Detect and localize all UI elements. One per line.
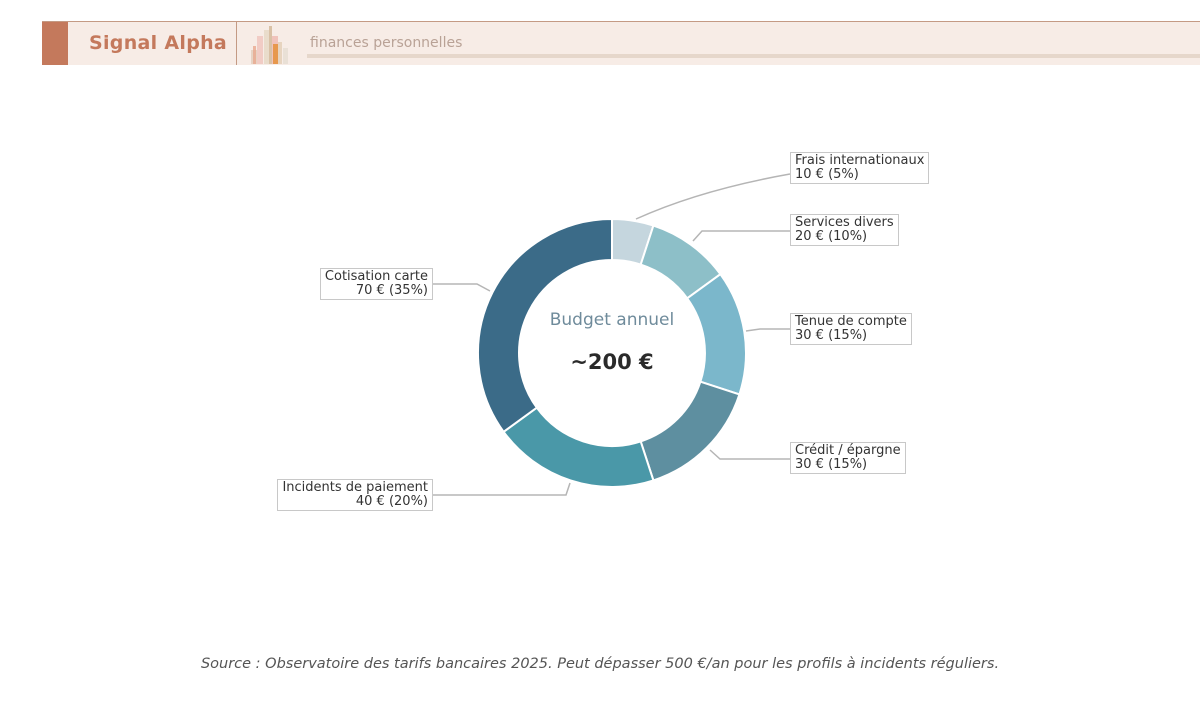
header-divider — [236, 22, 237, 65]
label-incidents-de-paiement: Incidents de paiement 40 € (20%) — [277, 479, 433, 511]
leader-line-cotisation-carte — [433, 283, 491, 292]
donut-center-title: Budget annuel — [549, 310, 675, 330]
leader-line-services-divers — [692, 230, 790, 242]
label-name: Incidents de paiement — [282, 480, 428, 495]
brand-name: Signal Alpha — [89, 32, 228, 54]
leader-lines — [433, 173, 791, 496]
label-cotisation-carte: Cotisation carte 70 € (35%) — [319, 268, 433, 300]
label-frais-internationaux: Frais internationaux 10 € (5%) — [790, 152, 930, 184]
header-accent-block — [42, 22, 68, 65]
header-rule — [307, 54, 1200, 58]
label-tenue-de-compte: Tenue de compte 30 € (15%) — [790, 313, 912, 345]
donut-chart — [433, 173, 791, 496]
source-note: Source : Observatoire des tarifs bancair… — [200, 656, 1000, 672]
segment-incidents-de-paiement[interactable] — [502, 406, 655, 488]
label-name: Services divers — [795, 215, 894, 230]
leader-line-credit-epargne — [709, 449, 790, 460]
segment-credit-epargne[interactable] — [639, 380, 741, 482]
label-value: 30 € (15%) — [795, 457, 868, 472]
leader-line-incidents-de-paiement — [433, 482, 571, 496]
label-name: Crédit / épargne — [795, 443, 901, 458]
segment-cotisation-carte[interactable] — [476, 217, 613, 434]
donut-segments — [476, 217, 747, 488]
leader-line-tenue-de-compte — [745, 328, 790, 332]
leader-line-frais-internationaux — [635, 173, 791, 220]
label-value: 30 € (15%) — [795, 328, 868, 343]
label-services-divers: Services divers 20 € (10%) — [790, 214, 899, 246]
label-credit-epargne: Crédit / épargne 30 € (15%) — [790, 442, 906, 474]
label-value: 20 € (10%) — [795, 229, 868, 244]
donut-center-value: ~200 € — [570, 350, 654, 374]
label-name: Frais internationaux — [795, 153, 925, 168]
header-bar: Signal Alpha finances personnelles — [42, 21, 1200, 65]
label-name: Cotisation carte — [324, 269, 428, 284]
label-value: 70 € (35%) — [355, 283, 428, 298]
label-value: 40 € (20%) — [355, 494, 428, 509]
label-value: 10 € (5%) — [795, 167, 859, 182]
label-name: Tenue de compte — [795, 314, 907, 329]
segment-tenue-de-compte[interactable] — [685, 272, 747, 396]
bar-cluster-logo-icon — [251, 26, 288, 64]
header-subtitle: finances personnelles — [310, 35, 463, 51]
